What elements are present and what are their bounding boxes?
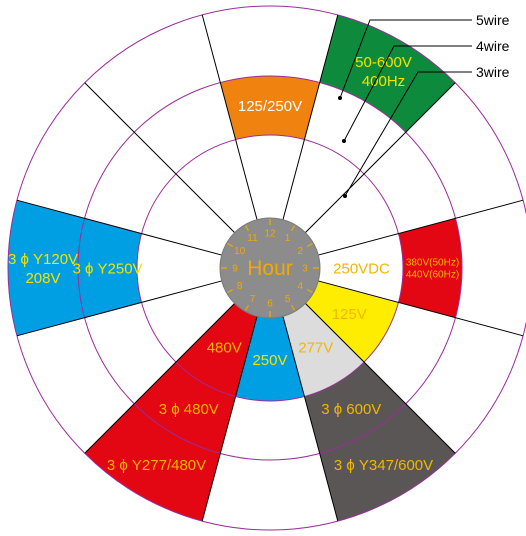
segment-label: 480V (207, 339, 242, 356)
segment-7-ring-2 (134, 362, 236, 454)
segment-7-ring-1 (175, 303, 258, 397)
segment-label: 125/250V (238, 98, 302, 115)
segment-6-ring-1 (235, 316, 305, 401)
hub-title: Hour (247, 257, 293, 280)
segment-4-ring-1 (305, 280, 399, 363)
hour-number: 2 (298, 246, 304, 257)
hour-number: 6 (267, 299, 273, 310)
sector-divider (84, 303, 235, 454)
hour-number: 1 (285, 233, 291, 244)
segment-12-ring-2 (220, 76, 320, 140)
sector-divider (84, 82, 235, 233)
callout-layer: 5wire 4wire 3wire (338, 12, 510, 198)
segment-label: 250VDC (333, 260, 390, 277)
segment-label: 3 ϕ 600V (321, 401, 381, 418)
segment-label: 3 ϕ Y277/480V (107, 457, 206, 474)
spokes-layer (16, 14, 524, 522)
sector-divider (282, 14, 339, 220)
hour-number: 10 (234, 246, 246, 257)
callout-label: 5wire (476, 12, 510, 28)
ring-1-outline (136, 134, 404, 402)
hour-number: 3 (302, 264, 308, 275)
callout-leader-line (343, 45, 472, 142)
segment-3-ring-2 (398, 218, 462, 318)
hour-number: 11 (247, 233, 258, 244)
hour-number: 9 (232, 264, 238, 275)
hour-tick (244, 304, 250, 311)
segment-label: 380V(50Hz) 440V(60Hz) (406, 258, 459, 281)
callout-dot (343, 194, 347, 198)
hour-number: 12 (264, 229, 276, 240)
hour-hub (219, 217, 321, 319)
ring-3-outline (7, 5, 526, 531)
rings-layer (7, 5, 526, 531)
segment-label: 3 ϕ Y120V 208V (8, 251, 78, 287)
hour-tick (290, 225, 296, 232)
hour-number: 8 (237, 281, 243, 292)
sector-divider (16, 199, 222, 256)
callout-label: 4wire (476, 38, 510, 54)
hour-number: 7 (250, 294, 256, 305)
sector-divider (318, 280, 524, 337)
segment-9-ring-3 (7, 200, 85, 336)
sector-divider (305, 82, 456, 233)
segment-label: 3 ϕ 480V (159, 401, 219, 418)
callout-leader-line (339, 19, 472, 99)
segment-label: 250V (252, 352, 287, 369)
segment-label: 3 ϕ Y347/600V (334, 457, 433, 474)
callout-label: 3wire (476, 64, 510, 80)
callout-dot (338, 96, 342, 100)
sector-divider (318, 199, 524, 256)
segment-5-ring-1 (282, 303, 365, 397)
hour-tick (227, 242, 234, 248)
segment-9-ring-2 (77, 218, 142, 318)
segment-label: 3 ϕ Y250V (72, 260, 142, 277)
ring-2-outline (77, 75, 463, 461)
sector-divider (201, 316, 258, 522)
segment-label: 125V (332, 306, 367, 323)
segment-5-ring-3 (319, 403, 456, 522)
hour-tick (306, 242, 313, 248)
hour-tick (227, 288, 234, 294)
hour-tick (290, 304, 296, 311)
segment-1-ring-3 (319, 14, 456, 133)
sector-divider (305, 303, 456, 454)
sector-divider (282, 316, 339, 522)
callout-dot (342, 139, 346, 143)
segments-layer (7, 14, 462, 522)
segment-label: 277V (298, 339, 333, 356)
callout-leader-line (344, 71, 472, 197)
segment-5-ring-2 (304, 362, 406, 454)
hour-tick (244, 225, 250, 232)
segment-7-ring-3 (84, 403, 221, 522)
segment-3-ring-1 (318, 233, 404, 303)
sector-divider (201, 14, 258, 220)
hour-tick (306, 288, 313, 294)
sector-divider (16, 280, 222, 337)
hour-number: 4 (298, 281, 304, 292)
hour-number: 5 (285, 294, 291, 305)
